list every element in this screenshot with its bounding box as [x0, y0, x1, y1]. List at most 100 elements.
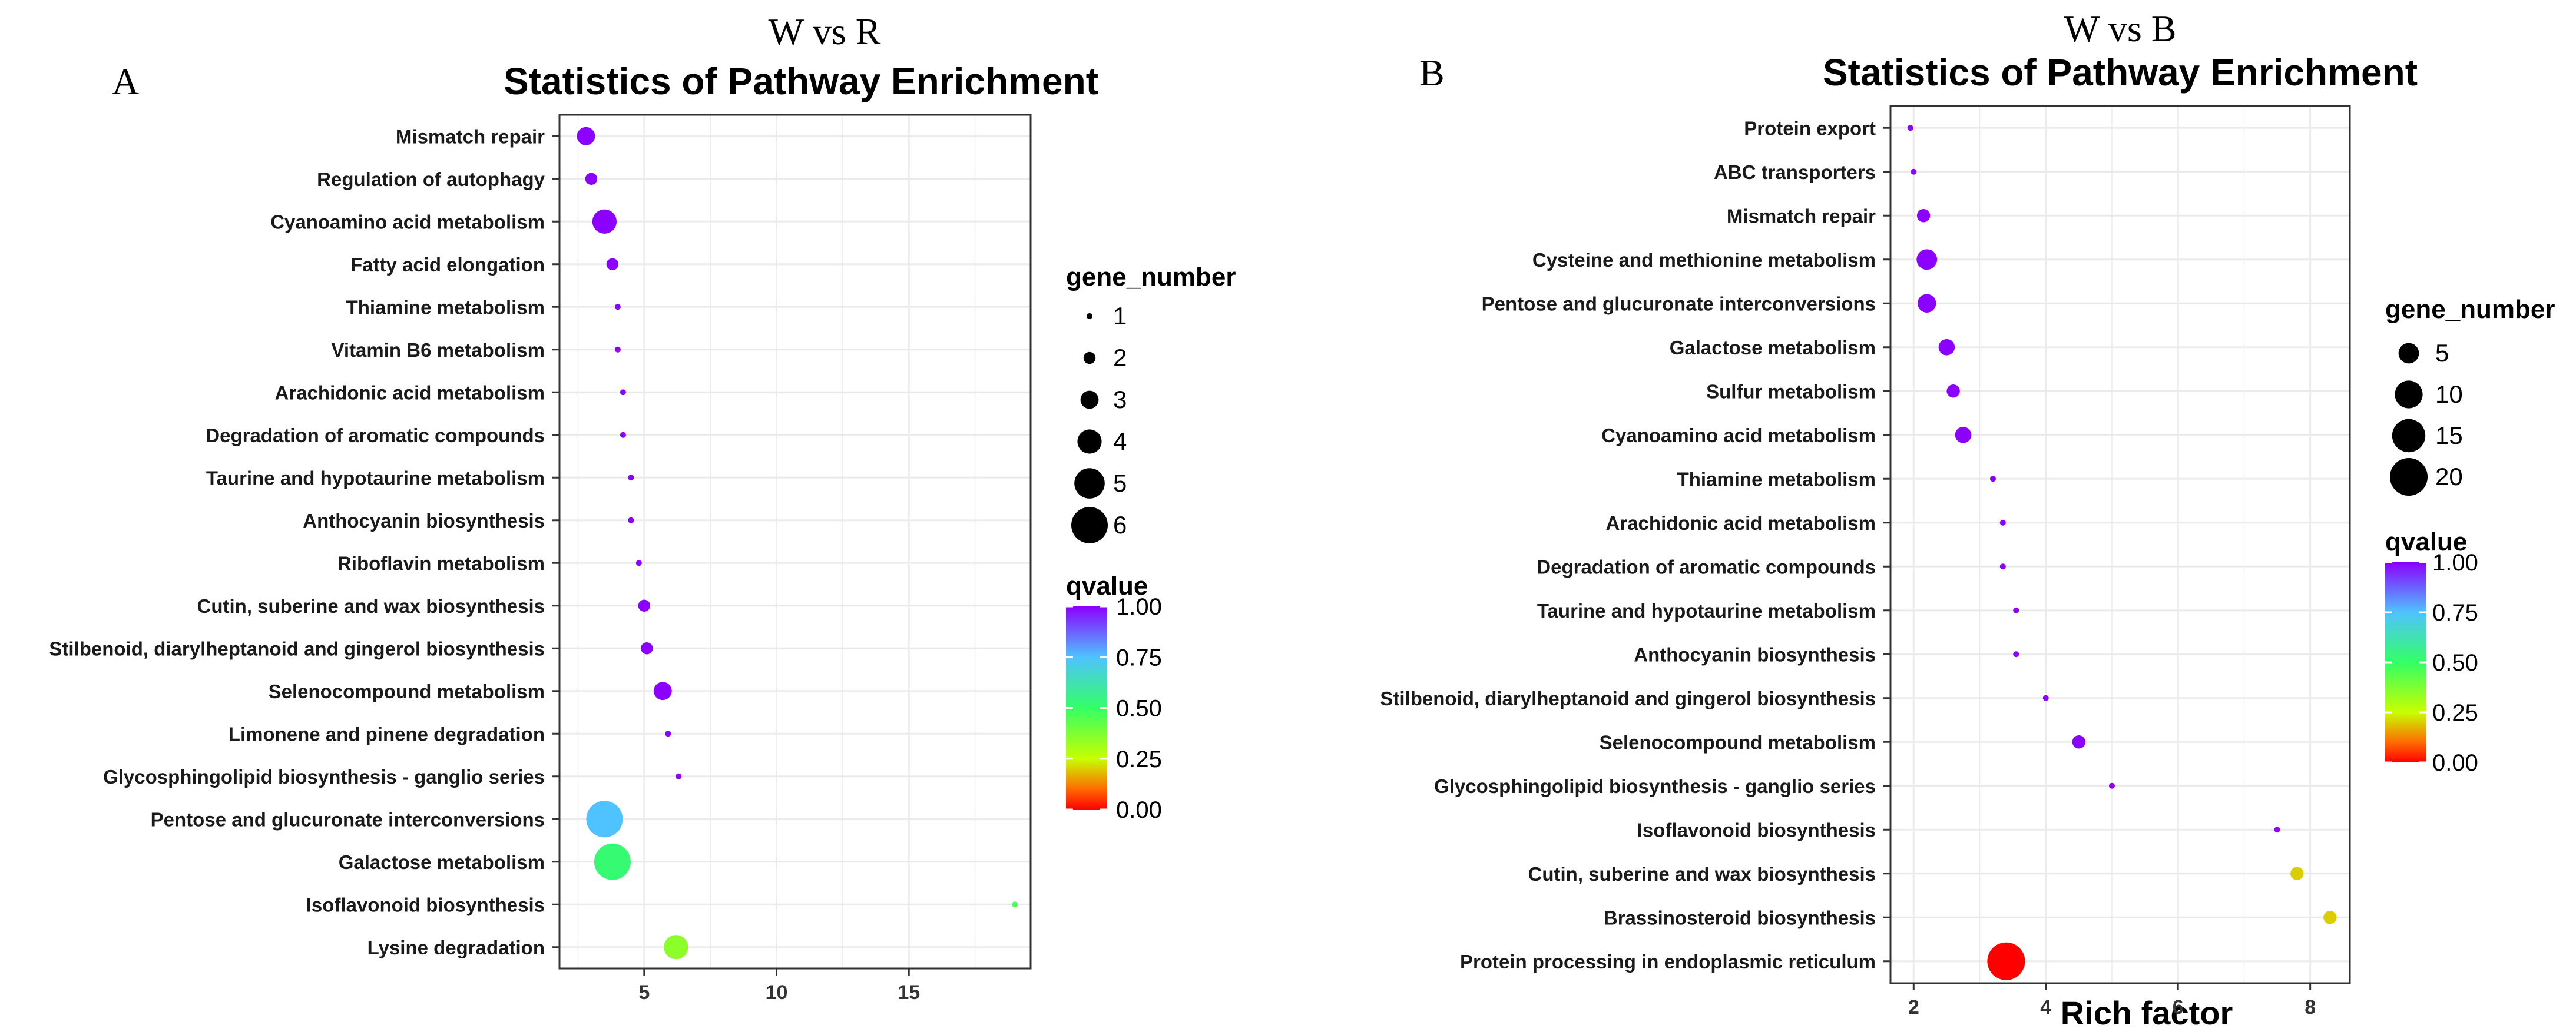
plot-background: [559, 115, 1031, 968]
panel-a-color-legend-title: qvalue: [1066, 572, 1148, 601]
y-tick-label: Selenocompound metabolism: [269, 681, 545, 702]
panel-a-title: Statistics of Pathway Enrichment: [504, 60, 1098, 102]
data-point: [664, 935, 688, 960]
size-legend-dot: [2398, 343, 2419, 364]
data-point: [620, 432, 626, 438]
y-tick-label: Thiamine metabolism: [346, 296, 545, 318]
y-tick-label: Sulfur metabolism: [1706, 380, 1876, 402]
data-point: [2290, 867, 2304, 880]
y-tick-label: Taurine and hypotaurine metabolism: [206, 467, 545, 489]
data-point: [1989, 476, 1996, 482]
color-legend-label: 1.00: [1116, 594, 1162, 620]
panel-a-size-legend-title: gene_number: [1066, 263, 1236, 291]
size-legend-dot: [2395, 380, 2423, 409]
data-point: [1999, 519, 2006, 526]
y-tick-label: Isoflavonoid biosynthesis: [1637, 819, 1876, 841]
color-legend-label: 0.75: [2432, 600, 2478, 626]
color-legend-label: 0.00: [2432, 750, 2478, 776]
data-point: [2072, 735, 2086, 749]
size-legend-label: 4: [1113, 427, 1127, 455]
size-legend-label: 3: [1113, 386, 1127, 413]
data-point: [2108, 782, 2115, 789]
size-legend-label: 2: [1113, 344, 1127, 371]
panel-b-plot: 2 4 6 8 Protein export ABC transporters Mismat…: [1380, 105, 2478, 1019]
panel-b-title: Statistics of Pathway Enrichment: [1823, 51, 2418, 94]
data-point: [592, 209, 617, 234]
data-point: [635, 560, 642, 566]
data-point: [1946, 384, 1960, 398]
x-tick-label: 4: [2040, 996, 2051, 1019]
y-tick-label: Selenocompound metabolism: [1600, 731, 1876, 753]
y-tick-label: Glycosphingolipid biosynthesis - ganglio…: [103, 766, 545, 788]
data-point: [676, 773, 682, 779]
data-point: [2042, 695, 2049, 701]
y-tick-label: Pentose and glucuronate interconversions: [1482, 293, 1876, 314]
data-point: [1012, 901, 1018, 908]
size-legend-label: 10: [2435, 380, 2463, 408]
y-tick-label: Fatty acid elongation: [350, 254, 545, 276]
y-tick-label: Limonene and pinene degradation: [229, 723, 545, 745]
y-tick-label: Taurine and hypotaurine metabolism: [1537, 600, 1876, 622]
size-legend-dot: [1071, 507, 1108, 543]
data-point: [1916, 249, 1938, 270]
data-point: [665, 731, 671, 737]
panel-b-color-legend-title: qvalue: [2385, 528, 2467, 556]
y-tick-label: Mismatch repair: [396, 125, 545, 147]
x-tick-label: 6: [2173, 996, 2184, 1019]
y-tick-label: Arachidonic acid metabolism: [275, 382, 545, 403]
panel-b: B W vs B Statistics of Pathway Enrichmen…: [1380, 8, 2555, 1031]
data-point: [2274, 827, 2280, 833]
data-point: [2013, 607, 2019, 613]
x-tick-label: 5: [638, 981, 650, 1004]
data-point: [2013, 651, 2019, 658]
y-tick-label: Anthocyanin biosynthesis: [1634, 643, 1876, 665]
panel-a-letter: A: [112, 61, 139, 102]
color-legend-label: 0.25: [1116, 747, 1162, 772]
data-point: [585, 172, 598, 185]
data-point: [628, 517, 634, 523]
size-legend-dot: [1087, 313, 1092, 319]
size-legend-dot: [2389, 457, 2428, 496]
size-legend-label: 6: [1113, 511, 1127, 539]
x-tick-label: 15: [898, 981, 920, 1004]
panel-a-comparison: W vs R: [769, 11, 881, 52]
data-point: [577, 127, 595, 145]
data-point: [620, 389, 626, 396]
y-tick-label: Cyanoamino acid metabolism: [1601, 424, 1876, 446]
y-tick-label: Pentose and glucuronate interconversions: [151, 808, 545, 830]
plot-border: [1889, 105, 2351, 984]
y-tick-label: Brassinosteroid biosynthesis: [1604, 907, 1876, 928]
data-point: [1955, 426, 1972, 443]
data-point: [1916, 209, 1931, 223]
y-tick-label: Stilbenoid, diarylheptanoid and gingerol…: [49, 638, 545, 659]
size-legend-dot: [1080, 390, 1099, 409]
x-tick-label: 2: [1908, 996, 1919, 1019]
y-tick-label: Galactose metabolism: [339, 851, 545, 873]
size-legend-label: 5: [1113, 469, 1127, 497]
color-legend-label: 0.75: [1116, 645, 1162, 671]
y-tick-label: Vitamin B6 metabolism: [331, 339, 545, 361]
y-tick-label: Riboflavin metabolism: [337, 552, 545, 574]
color-legend-label: 1.00: [2432, 550, 2478, 576]
y-tick-label: Glycosphingolipid biosynthesis - ganglio…: [1434, 775, 1876, 797]
plot-border: [558, 114, 1032, 970]
y-tick-label: Degradation of aromatic compounds: [1537, 556, 1876, 578]
panel-b-comparison: W vs B: [2064, 8, 2177, 49]
y-tick-label: Cysteine and methionine metabolism: [1532, 249, 1876, 271]
y-tick-label: Galactose metabolism: [1670, 337, 1876, 359]
size-legend-label: 5: [2435, 339, 2449, 367]
data-point: [1917, 294, 1936, 313]
color-legend-label: 0.25: [2432, 700, 2478, 726]
y-tick-label: Anthocyanin biosynthesis: [303, 510, 545, 532]
size-legend-dot: [1083, 351, 1096, 364]
data-point: [586, 801, 623, 838]
data-point: [1987, 942, 2025, 980]
y-tick-label: Protein export: [1744, 117, 1876, 139]
y-tick-label: Isoflavonoid biosynthesis: [306, 894, 545, 915]
y-tick-label: Cyanoamino acid metabolism: [270, 211, 545, 233]
data-point: [638, 599, 651, 612]
data-point: [606, 258, 619, 270]
data-point: [1911, 168, 1917, 175]
